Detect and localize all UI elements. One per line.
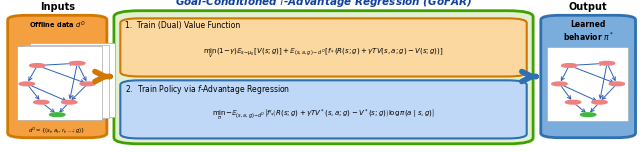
Text: 2.  Train Policy via $f$-Advantage Regression: 2. Train Policy via $f$-Advantage Regres… (125, 83, 291, 96)
FancyBboxPatch shape (120, 18, 527, 76)
FancyBboxPatch shape (114, 11, 533, 144)
Circle shape (50, 113, 65, 117)
Circle shape (580, 113, 596, 117)
Circle shape (562, 64, 577, 67)
Circle shape (34, 100, 49, 104)
Circle shape (565, 100, 580, 104)
FancyBboxPatch shape (541, 15, 636, 138)
Circle shape (70, 62, 85, 65)
Text: Learned
behavior $\pi^*$: Learned behavior $\pi^*$ (563, 20, 614, 43)
Text: 1.  Train (Dual) Value Function: 1. Train (Dual) Value Function (125, 21, 241, 30)
Circle shape (61, 100, 77, 104)
FancyBboxPatch shape (17, 46, 102, 120)
Text: $\min_{\pi} -\mathbb{E}_{(s,a,g)\sim d^O}\left[f_*'\!\left(R(s;g) + \gamma TV^*(: $\min_{\pi} -\mathbb{E}_{(s,a,g)\sim d^O… (212, 108, 435, 123)
Text: Output: Output (569, 2, 607, 12)
Circle shape (609, 82, 625, 86)
Text: Goal-Conditioned $f$-Advantage Regression (GoFAR): Goal-Conditioned $f$-Advantage Regressio… (175, 0, 472, 9)
FancyBboxPatch shape (547, 47, 628, 121)
Circle shape (29, 64, 45, 67)
FancyBboxPatch shape (120, 80, 527, 138)
Text: $d^O = \{(s_t, a_t, r_t, \ldots ; g)\}$: $d^O = \{(s_t, a_t, r_t, \ldots ; g)\}$ (28, 126, 86, 136)
Text: Offline data $d^O$: Offline data $d^O$ (29, 20, 86, 31)
Circle shape (19, 82, 35, 86)
Circle shape (592, 100, 607, 104)
FancyBboxPatch shape (24, 45, 109, 118)
Circle shape (80, 82, 95, 86)
Text: $\min_{V}(1-\gamma)\mathbb{E}_{s\sim\mu_0}[V(s;g)] + \mathbb{E}_{(s,a,g)\sim d^O: $\min_{V}(1-\gamma)\mathbb{E}_{s\sim\mu_… (204, 47, 444, 60)
FancyBboxPatch shape (8, 15, 107, 138)
Circle shape (552, 82, 567, 86)
Circle shape (600, 62, 614, 65)
FancyBboxPatch shape (30, 43, 115, 117)
Text: Inputs: Inputs (40, 2, 75, 12)
